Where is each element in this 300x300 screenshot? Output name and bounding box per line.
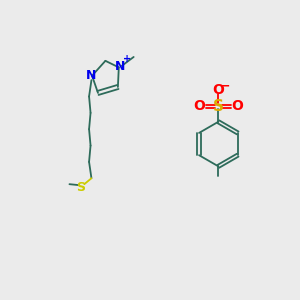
Text: O: O — [194, 99, 205, 113]
Text: S: S — [213, 99, 224, 114]
Text: O: O — [231, 99, 243, 113]
Text: O: O — [212, 83, 224, 97]
Text: S: S — [76, 181, 85, 194]
Text: N: N — [86, 69, 96, 82]
Text: N: N — [115, 60, 125, 73]
Text: +: + — [123, 54, 131, 64]
Text: −: − — [220, 80, 230, 93]
